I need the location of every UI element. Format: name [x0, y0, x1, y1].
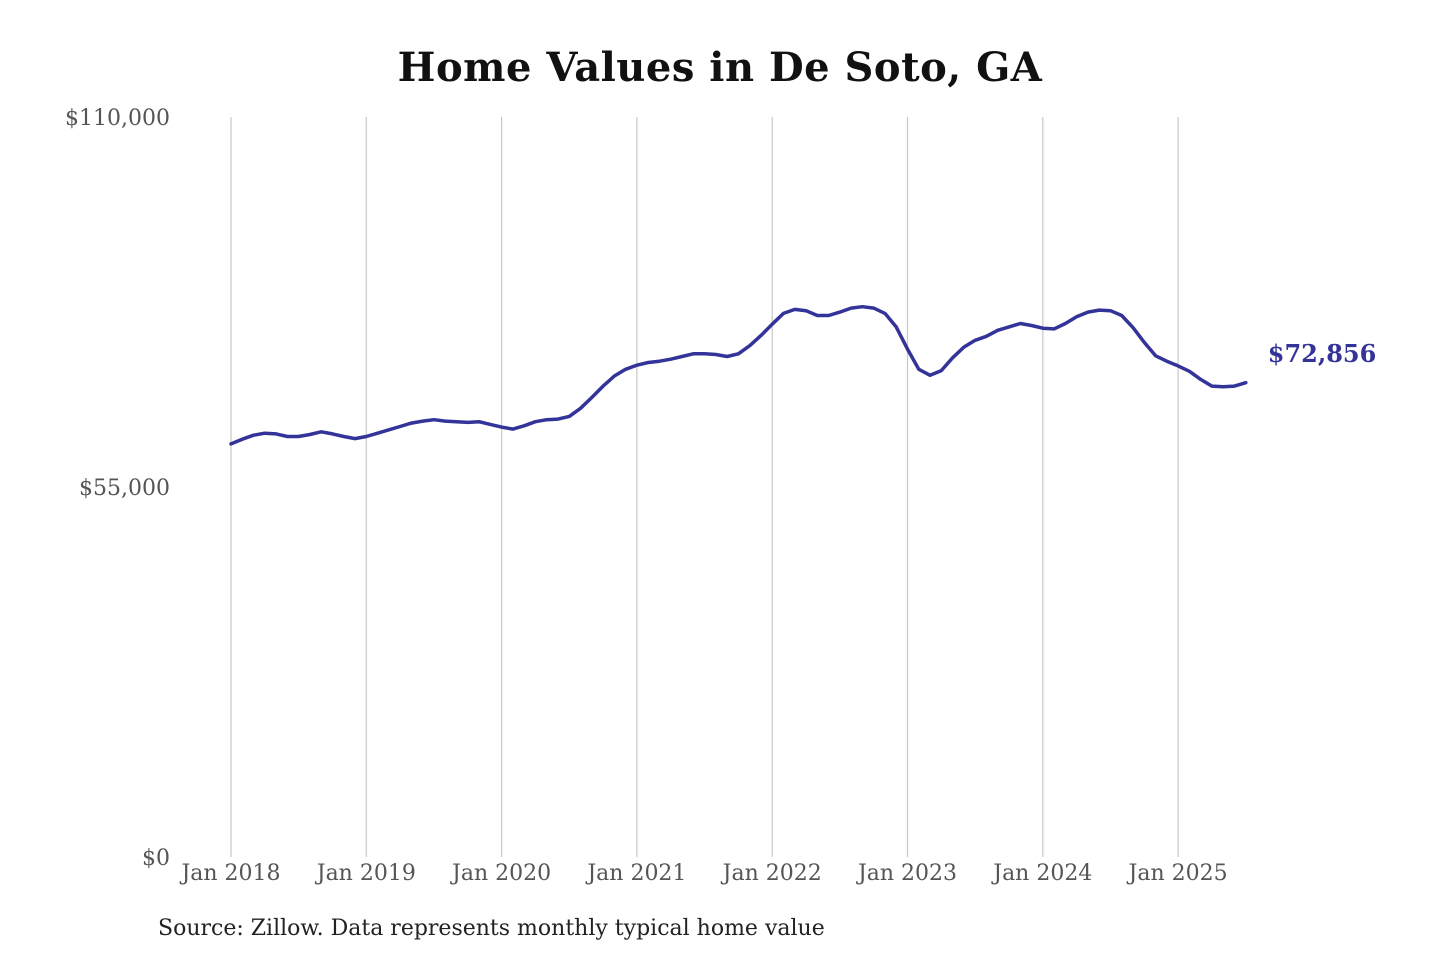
x-tick-label: Jan 2024 [991, 861, 1092, 886]
y-tick-label: $55,000 [79, 476, 170, 501]
x-tick-label: Jan 2021 [585, 861, 686, 886]
x-tick-label: Jan 2018 [179, 861, 280, 886]
series-line [229, 304, 1248, 446]
y-tick-label: $110,000 [65, 106, 170, 131]
x-tick-label: Jan 2020 [450, 861, 551, 886]
source-note: Source: Zillow. Data represents monthly … [158, 916, 825, 941]
x-tick-label: Jan 2023 [856, 861, 957, 886]
chart-title: Home Values in De Soto, GA [397, 44, 1043, 91]
x-tick-label: Jan 2025 [1127, 861, 1228, 886]
x-tick-label: Jan 2022 [721, 861, 822, 886]
end-value-label: $72,856 [1268, 339, 1377, 368]
x-tick-label: Jan 2019 [315, 861, 416, 886]
y-tick-label: $0 [142, 846, 170, 871]
